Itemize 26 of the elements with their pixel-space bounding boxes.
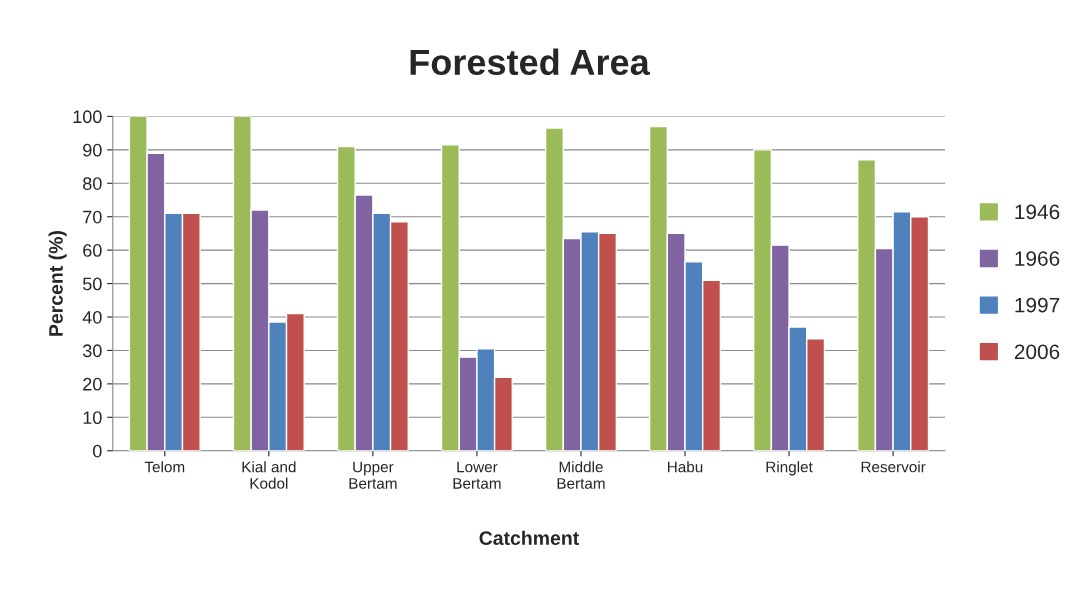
legend-label: 2006 xyxy=(1014,344,1060,360)
y-tick-label: 40 xyxy=(82,310,102,324)
x-tick-label: Lower Bertam xyxy=(453,461,501,489)
x-tick-label: Ringlet xyxy=(766,461,813,476)
legend-label: 1997 xyxy=(1015,297,1060,313)
y-tick-label: 90 xyxy=(83,143,102,157)
y-tick-label: 20 xyxy=(83,377,102,391)
y-tick-label: 70 xyxy=(83,210,102,224)
x-tick-label: Kial and Kodol xyxy=(242,461,296,489)
y-tick-label: 10 xyxy=(83,411,102,425)
y-tick-label: 30 xyxy=(82,344,102,358)
x-axis-title: Catchment xyxy=(479,530,579,546)
y-tick-label: 80 xyxy=(83,177,102,190)
legend-label: 1966 xyxy=(1015,251,1060,266)
x-tick-label: Telom xyxy=(144,461,185,473)
x-tick-label: Habu xyxy=(668,461,703,473)
legend-label: 1946 xyxy=(1015,204,1060,220)
y-tick-label: 50 xyxy=(82,277,102,291)
y-tick-label: 0 xyxy=(93,444,102,458)
x-tick-label: Reservoir xyxy=(861,461,926,473)
x-tick-label: Middle Bertam xyxy=(557,461,605,489)
chart-title: Forested Area xyxy=(410,48,650,76)
y-tick-label: 60 xyxy=(83,244,102,257)
y-axis-title: Percent (%) xyxy=(48,231,67,336)
y-tick-label: 100 xyxy=(73,110,102,124)
x-tick-label: Upper Bertam xyxy=(349,461,397,489)
